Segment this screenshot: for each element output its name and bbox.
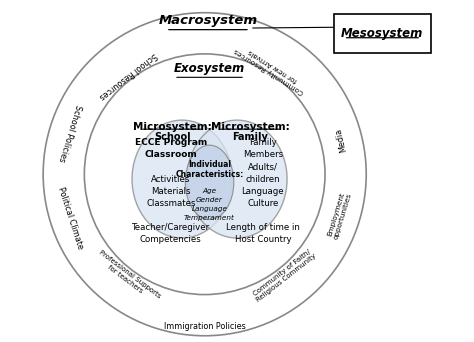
Text: Classroom: Classroom (145, 150, 197, 159)
Text: Adults/: Adults/ (248, 162, 278, 171)
Text: Microsystem:: Microsystem: (133, 121, 212, 132)
Text: Teacher/Caregiver: Teacher/Caregiver (132, 223, 210, 232)
Text: Competencies: Competencies (140, 235, 201, 244)
Text: Age: Age (202, 188, 217, 194)
Text: Family: Family (232, 132, 268, 142)
Text: Professional Supports
for teachers: Professional Supports for teachers (93, 249, 162, 305)
Text: Macrosystem: Macrosystem (158, 14, 257, 27)
Text: Political Climate: Political Climate (56, 185, 85, 250)
Text: Employment
opportunities: Employment opportunities (326, 190, 353, 240)
Text: Exosystem: Exosystem (174, 62, 245, 75)
Text: Media: Media (334, 127, 349, 153)
Text: School Policies: School Policies (57, 103, 83, 163)
Text: School Resources: School Resources (97, 51, 158, 101)
Text: Language: Language (191, 206, 228, 212)
Text: Community Resources
for new Arrivals: Community Resources for new Arrivals (233, 41, 309, 95)
Text: Length of time in: Length of time in (226, 223, 300, 232)
Text: School: School (154, 132, 191, 142)
Text: Materials: Materials (151, 187, 191, 196)
FancyBboxPatch shape (334, 14, 431, 53)
Text: children: children (246, 174, 280, 184)
Text: Host Country: Host Country (235, 235, 291, 244)
Text: ECCE Program: ECCE Program (135, 138, 207, 147)
Text: Immigration Policies: Immigration Policies (164, 322, 246, 331)
Text: Activities: Activities (151, 174, 191, 184)
Ellipse shape (187, 120, 287, 238)
Text: Temperament: Temperament (184, 215, 235, 221)
Text: Members: Members (243, 150, 283, 159)
Text: Family: Family (249, 138, 277, 147)
Text: Community of Faith/
Religious Community: Community of Faith/ Religious Community (251, 248, 317, 303)
Ellipse shape (185, 145, 234, 220)
Text: Microsystem:: Microsystem: (210, 121, 289, 132)
Text: Classmates: Classmates (146, 199, 195, 208)
Text: Mesosystem: Mesosystem (341, 27, 424, 40)
Text: Language: Language (242, 187, 284, 196)
Text: Culture: Culture (247, 199, 279, 208)
Text: Individual
Characteristics:: Individual Characteristics: (175, 159, 244, 179)
Ellipse shape (132, 120, 232, 238)
Text: Gender: Gender (196, 197, 223, 203)
